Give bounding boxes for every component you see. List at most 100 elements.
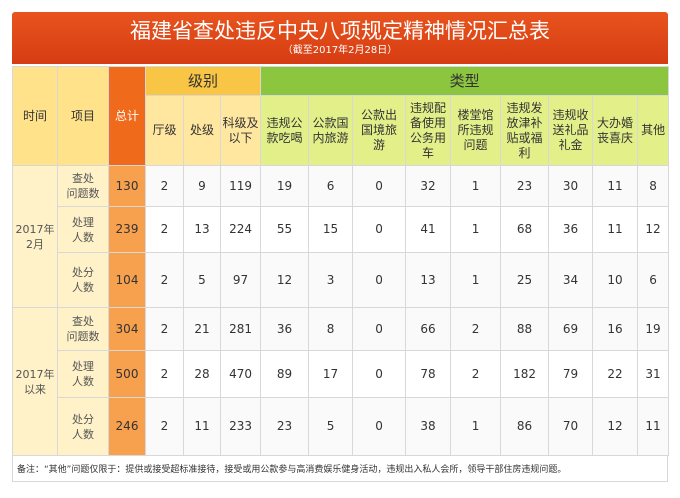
value-cell: 1 <box>450 397 502 456</box>
value-cell: 8 <box>637 165 670 207</box>
item-cell: 处分 人数 <box>57 252 109 308</box>
table-row: 处分 人数 246 2 11 233 23 5 0 38 1 86 70 12 11 <box>13 397 670 456</box>
table-row: 处理 人数 500 2 28 470 89 17 0 78 2 182 79 22 31 <box>13 350 670 398</box>
value-cell: 86 <box>500 397 550 456</box>
value-cell: 0 <box>352 206 407 253</box>
value-cell: 3 <box>308 252 354 308</box>
table-row: 处分 人数 104 2 5 97 12 3 0 13 1 25 34 10 6 <box>13 252 670 308</box>
value-cell: 38 <box>405 397 452 456</box>
title-bar: 福建省查处违反中央八项规定精神情况汇总表 （截至2017年2月28日） <box>12 12 668 64</box>
header-cell: 处级 <box>183 95 221 166</box>
value-cell: 22 <box>592 350 639 398</box>
value-cell: 13 <box>183 206 221 253</box>
value-cell: 36 <box>260 307 310 351</box>
value-cell: 15 <box>308 206 354 253</box>
header-cell: 违规发 放津补 贴或福 利 <box>500 95 550 166</box>
header-cell: 总计 <box>108 66 146 166</box>
value-cell: 11 <box>592 206 639 253</box>
total-cell: 239 <box>108 206 146 253</box>
value-cell: 0 <box>352 165 407 207</box>
header-cell: 厅级 <box>145 95 184 166</box>
value-cell: 23 <box>500 165 550 207</box>
value-cell: 32 <box>405 165 452 207</box>
table-body: 2017年 2月 查处 问题数 130 2 9 119 19 6 0 32 1 23 30 11 8 处理 人… <box>12 165 670 456</box>
value-cell: 19 <box>637 307 670 351</box>
header-cell: 项目 <box>57 66 109 166</box>
header-cell: 其他 <box>637 95 670 166</box>
header-row: 厅级 处级 科级及 以下 违规公 款吃喝 公款国 内旅游 公款出 国境旅 游违规配 备使用… <box>13 95 670 166</box>
value-cell: 55 <box>260 206 310 253</box>
value-cell: 41 <box>405 206 452 253</box>
header-cell: 科级及 以下 <box>219 95 262 166</box>
value-cell: 2 <box>145 252 184 308</box>
value-cell: 11 <box>592 165 639 207</box>
table: 时间 项目 总计 级别 类型 厅级 处级 科级及 以下 违规公 款吃喝 公款国 内旅游公… <box>12 66 670 456</box>
value-cell: 5 <box>308 397 354 456</box>
value-cell: 8 <box>308 307 354 351</box>
value-cell: 470 <box>219 350 262 398</box>
total-cell: 246 <box>108 397 146 456</box>
total-cell: 304 <box>108 307 146 351</box>
value-cell: 19 <box>260 165 310 207</box>
value-cell: 28 <box>183 350 221 398</box>
time-cell: 2017年 2月 <box>12 165 58 308</box>
header-cell: 公款国 内旅游 <box>308 95 354 166</box>
value-cell: 1 <box>450 165 502 207</box>
value-cell: 182 <box>500 350 550 398</box>
value-cell: 78 <box>405 350 452 398</box>
item-cell: 查处 问题数 <box>57 307 109 351</box>
header-cell: 类型 <box>260 66 670 96</box>
value-cell: 224 <box>219 206 262 253</box>
table-row: 2017年 以来 查处 问题数 304 2 21 281 36 8 0 66 2 88 69 16 19 <box>12 307 670 456</box>
value-cell: 31 <box>637 350 670 398</box>
note: 备注：“其他”问题仅限于：提供或接受超标准接待，接受或用公款参与高消费娱乐健身活… <box>12 456 668 482</box>
value-cell: 89 <box>260 350 310 398</box>
time-cell: 2017年 以来 <box>12 307 58 456</box>
value-cell: 97 <box>219 252 262 308</box>
value-cell: 68 <box>500 206 550 253</box>
value-cell: 23 <box>260 397 310 456</box>
total-cell: 500 <box>108 350 146 398</box>
value-cell: 17 <box>308 350 354 398</box>
value-cell: 21 <box>183 307 221 351</box>
header-cell: 大办婚 丧喜庆 <box>592 95 639 166</box>
value-cell: 11 <box>637 397 670 456</box>
value-cell: 2 <box>450 350 502 398</box>
value-cell: 30 <box>548 165 594 207</box>
value-cell: 0 <box>352 252 407 308</box>
value-cell: 10 <box>592 252 639 308</box>
value-cell: 1 <box>450 252 502 308</box>
table-row: 2017年 2月 查处 问题数 130 2 9 119 19 6 0 32 1 23 30 11 8 <box>12 165 670 308</box>
value-cell: 233 <box>219 397 262 456</box>
value-cell: 2 <box>145 397 184 456</box>
value-cell: 2 <box>145 206 184 253</box>
value-cell: 6 <box>308 165 354 207</box>
value-cell: 281 <box>219 307 262 351</box>
value-cell: 2 <box>145 350 184 398</box>
header-cell: 违规收 送礼品 礼金 <box>548 95 594 166</box>
subtitle: （截至2017年2月28日） <box>282 45 398 56</box>
header-cell: 违规配 备使用 公务用 车 <box>405 95 452 166</box>
value-cell: 25 <box>500 252 550 308</box>
header-cell: 级别 <box>144 66 262 96</box>
sheet: 福建省查处违反中央八项规定精神情况汇总表 （截至2017年2月28日） 时间 项… <box>12 12 670 482</box>
item-cell: 处理 人数 <box>57 206 109 253</box>
value-cell: 36 <box>548 206 594 253</box>
item-cell: 查处 问题数 <box>57 165 109 207</box>
header-cell: 楼堂馆 所违规 问题 <box>450 95 502 166</box>
value-cell: 11 <box>183 397 221 456</box>
header-cell: 违规公 款吃喝 <box>260 95 310 166</box>
item-cell: 处理 人数 <box>57 350 109 398</box>
header-row: 时间 项目 总计 级别 类型 <box>12 66 670 166</box>
table-row: 处理 人数 239 2 13 224 55 15 0 41 1 68 36 11 12 <box>13 206 670 253</box>
value-cell: 0 <box>352 350 407 398</box>
value-cell: 70 <box>548 397 594 456</box>
total-cell: 130 <box>108 165 146 207</box>
value-cell: 66 <box>405 307 452 351</box>
value-cell: 9 <box>183 165 221 207</box>
value-cell: 0 <box>352 397 407 456</box>
value-cell: 16 <box>592 307 639 351</box>
title: 福建省查处违反中央八项规定精神情况汇总表 <box>130 19 550 43</box>
item-cell: 处分 人数 <box>57 397 109 456</box>
